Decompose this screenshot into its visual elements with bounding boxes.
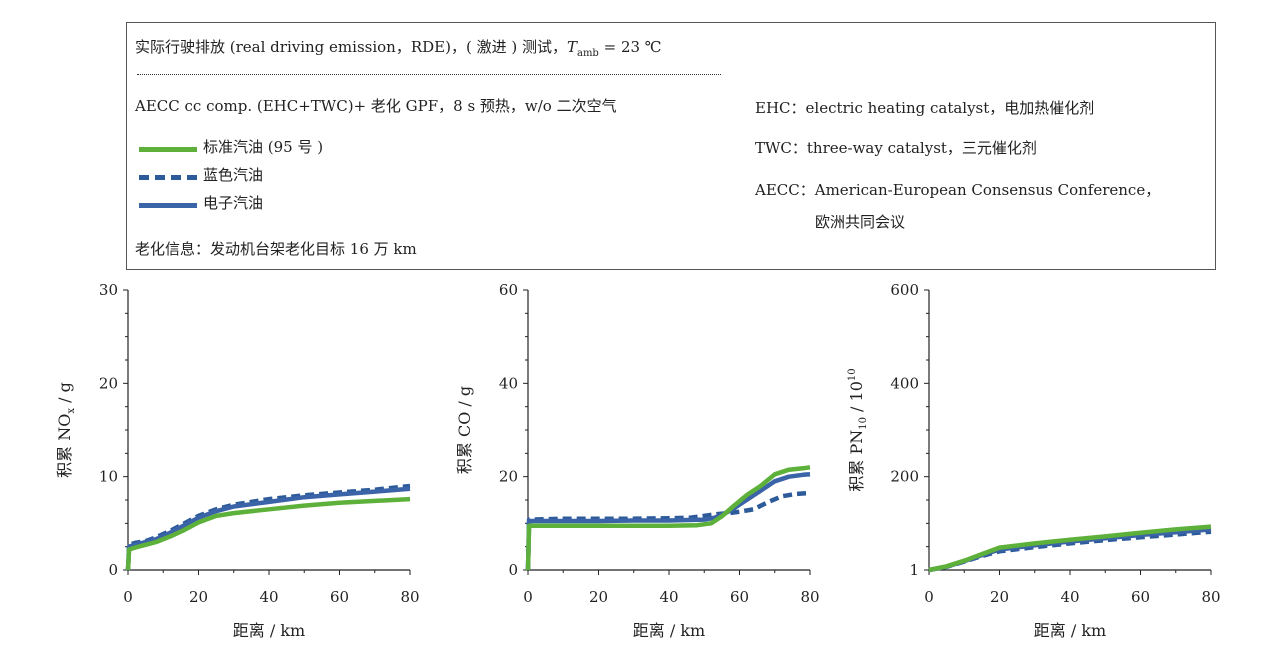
chart1-series-solid-blue — [125, 486, 411, 571]
config-text: AECC cc comp. (EHC+TWC)+ 老化 GPF，8 s 预热，w… — [135, 97, 617, 115]
chart1-x-axis-label: 距离 / km — [233, 621, 305, 640]
note-aecc-continued: 欧洲共同会议 — [815, 213, 906, 231]
chart2-series-solid-blue — [525, 472, 811, 571]
chart2-y-tick-label: 60 — [499, 281, 518, 299]
chart3-x-tick-label: 60 — [1131, 588, 1150, 606]
chart1-x-tick-label: 80 — [400, 588, 419, 606]
chart3-y-tick-label: 1 — [909, 561, 919, 579]
chart1-y-axis-label: 积累 NOx / g — [55, 382, 77, 478]
chart1-y-tick-label: 30 — [99, 281, 118, 299]
legend-label-electronic: 电子汽油 — [203, 194, 264, 212]
chart2-series-dashed-blue — [525, 490, 811, 571]
chart1-x-tick-label: 40 — [259, 588, 278, 606]
chart1-x-tick-label: 60 — [330, 588, 349, 606]
chart1-x-tick-label: 20 — [189, 588, 208, 606]
legend-swatch-blue — [139, 175, 197, 180]
legend-box: 实际行驶排放 (real driving emission，RDE)，( 激进 … — [126, 22, 1216, 270]
chart2-x-axis-label: 距离 / km — [633, 621, 705, 640]
legend-label-blue: 蓝色汽油 — [203, 166, 264, 184]
test-condition-title: 实际行驶排放 (real driving emission，RDE)，( 激进 … — [135, 38, 662, 59]
chart3-y-tick-label: 400 — [890, 374, 919, 392]
chart1-x-tick-label: 0 — [123, 588, 133, 606]
chart2-x-tick-label: 20 — [589, 588, 608, 606]
chart2-y-tick-label: 20 — [499, 468, 518, 486]
note-twc: TWC：three-way catalyst，三元催化剂 — [755, 139, 1037, 157]
dotted-divider — [137, 74, 721, 75]
chart3-y-axis-label: 积累 PN10 / 1010 — [847, 368, 869, 491]
aging-info: 老化信息：发动机台架老化目标 16 万 km — [135, 240, 417, 258]
chart2-y-tick-label: 40 — [499, 374, 518, 392]
chart3-x-axis-label: 距离 / km — [1034, 621, 1106, 640]
chart3-x-tick-label: 0 — [924, 588, 934, 606]
legend-swatch-standard — [139, 147, 197, 152]
chart1-series-dashed-blue — [125, 483, 411, 571]
chart3-y-tick-label: 600 — [890, 281, 919, 299]
chart3-x-tick-label: 40 — [1060, 588, 1079, 606]
chart3-x-tick-label: 20 — [990, 588, 1009, 606]
chart1-y-tick-label: 20 — [99, 374, 118, 392]
chart1-series-solid-green — [125, 496, 411, 571]
chart3-series-solid-green — [928, 524, 1212, 573]
chart2-y-axis-label: 积累 CO / g — [455, 386, 474, 474]
legend-swatch-electronic — [139, 203, 197, 208]
note-aecc: AECC：American-European Consensus Confere… — [755, 181, 1161, 199]
chart2-x-tick-label: 40 — [659, 588, 678, 606]
chart2-x-tick-label: 60 — [730, 588, 749, 606]
chart2-y-tick-label: 0 — [508, 561, 518, 579]
chart1-y-tick-label: 10 — [99, 468, 118, 486]
chart3-x-tick-label: 80 — [1201, 588, 1220, 606]
note-ehc: EHC：electric heating catalyst，电加热催化剂 — [755, 99, 1095, 117]
chart2-series-solid-green — [525, 465, 811, 571]
chart2-x-tick-label: 0 — [523, 588, 533, 606]
legend-label-standard: 标准汽油 (95 号 ) — [203, 138, 324, 156]
chart2-x-tick-label: 80 — [800, 588, 819, 606]
chart3-y-tick-label: 200 — [890, 468, 919, 486]
chart1-y-tick-label: 0 — [108, 561, 118, 579]
